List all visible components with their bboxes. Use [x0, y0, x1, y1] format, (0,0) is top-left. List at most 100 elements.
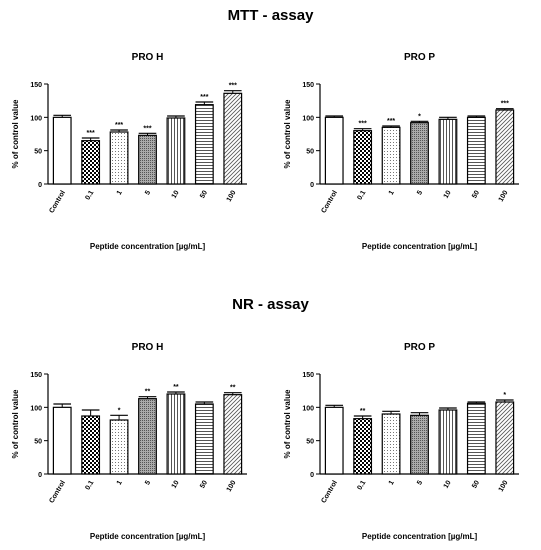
panel1-significance-mark: *** [501, 101, 509, 108]
panel2-y-axis-label: % of control value [11, 389, 20, 458]
panel0-x-tick-label: 10 [171, 189, 181, 199]
panel3-significance-mark: * [503, 392, 506, 399]
panel2-bar-Control [52, 406, 72, 475]
panel3-bar-1 [381, 413, 401, 475]
panel1-y-axis-label: % of control value [283, 99, 292, 168]
panel0-significance-mark: *** [143, 125, 151, 132]
panel0-bar-1 [109, 131, 129, 185]
panel1-x-tick-label: 1 [388, 189, 396, 196]
panel0-y-axis-label: % of control value [11, 99, 20, 168]
panel1-bar-50 [466, 116, 486, 185]
panel0-x-tick-label: 50 [199, 189, 209, 199]
panel0-bar-10 [166, 117, 186, 185]
panel1-x-tick-label: 0.1 [356, 189, 367, 201]
panel2-x-tick-label: 1 [116, 479, 124, 486]
panel1-x-axis-label: Peptide concentration [µg/mL] [362, 242, 478, 251]
panel1-y-tick-label: 50 [306, 149, 314, 156]
panel0-y-tick-label: 50 [34, 149, 42, 156]
panel0-y-tick-label: 100 [30, 115, 42, 122]
panel2-bar-5 [138, 398, 157, 475]
panel0-significance-mark: *** [115, 122, 123, 129]
panel2-significance-mark: * [118, 407, 121, 414]
panel2-bar-100 [223, 394, 243, 475]
panel0-x-tick-label: Control [48, 189, 67, 214]
nr-assay-title: NR - assay [232, 296, 309, 313]
panel2-x-tick-label: Control [48, 479, 67, 504]
panel3-title: PRO P [404, 342, 435, 353]
panel0-x-tick-label: 1 [116, 189, 124, 196]
panel1-x-tick-label: 5 [416, 189, 424, 196]
panel1-bar-10 [438, 118, 458, 185]
panel1-x-tick-label: 10 [443, 189, 453, 199]
panel3-bar-50 [466, 402, 486, 475]
panel0-title: PRO H [132, 52, 164, 63]
panel3-x-tick-label: 5 [416, 479, 424, 486]
panel0-x-tick-label: 5 [144, 189, 152, 196]
panel0-x-tick-label: 0.1 [84, 189, 95, 201]
panel0-x-tick-label: 100 [226, 189, 238, 203]
panel2-x-tick-label: 50 [199, 479, 209, 489]
panel3-y-tick-label: 100 [302, 405, 314, 412]
panel3-x-axis-label: Peptide concentration [µg/mL] [362, 532, 478, 541]
panel2-x-tick-label: 0.1 [84, 479, 95, 491]
panel1-significance-mark: *** [387, 118, 395, 125]
panel2-y-tick-label: 50 [34, 439, 42, 446]
panel2-title: PRO H [132, 342, 164, 353]
panel1-x-tick-label: Control [320, 189, 339, 214]
panel2-significance-mark: ** [173, 384, 179, 391]
panel2-bar-50 [194, 403, 214, 475]
panel3-x-tick-label: 100 [498, 479, 510, 493]
panel0-bar-5 [138, 134, 157, 185]
panel1-bar-5 [410, 122, 429, 185]
mtt-assay-title: MTT - assay [227, 7, 314, 24]
panel3-y-tick-label: 150 [302, 372, 314, 379]
panel3-y-axis-label: % of control value [283, 389, 292, 458]
panel0-y-tick-label: 0 [38, 182, 42, 189]
chart-nr-pro-p: PRO P% of control value050100150Control*… [283, 342, 519, 541]
panel1-bar-1 [381, 126, 401, 185]
panel3-y-tick-label: 0 [310, 472, 314, 479]
panel2-x-tick-label: 100 [226, 479, 238, 493]
panel1-title: PRO P [404, 52, 435, 63]
panel0-bar-100 [223, 92, 243, 185]
panel0-bar-50 [194, 104, 214, 185]
panel1-significance-mark: * [418, 113, 421, 120]
panel1-x-tick-label: 50 [471, 189, 481, 199]
panel1-x-tick-label: 100 [498, 189, 510, 203]
panel1-y-tick-label: 150 [302, 82, 314, 89]
panel2-x-tick-label: 5 [144, 479, 152, 486]
panel2-y-tick-label: 0 [38, 472, 42, 479]
panel1-bar-Control [324, 116, 344, 185]
panel2-y-tick-label: 100 [30, 405, 42, 412]
panel2-significance-mark: ** [145, 389, 151, 396]
panel2-bar-0_1 [81, 415, 101, 475]
panel2-y-tick-label: 150 [30, 372, 42, 379]
panel3-bar-0_1 [353, 418, 373, 475]
chart-mtt-pro-p: PRO P% of control value050100150Control*… [283, 52, 519, 251]
panel3-x-tick-label: 10 [443, 479, 453, 489]
panel0-bar-0_1 [81, 140, 101, 185]
panel3-x-tick-label: 1 [388, 479, 396, 486]
panel0-bar-Control [52, 116, 72, 185]
panel1-bar-100 [495, 109, 515, 185]
panel3-x-tick-label: 50 [471, 479, 481, 489]
panel1-y-tick-label: 100 [302, 115, 314, 122]
panel2-significance-mark: ** [230, 385, 236, 392]
panel0-x-axis-label: Peptide concentration [µg/mL] [90, 242, 206, 251]
panel3-y-tick-label: 50 [306, 439, 314, 446]
panel0-significance-mark: *** [87, 130, 95, 137]
panel3-bar-5 [410, 414, 429, 475]
panel3-x-tick-label: 0.1 [356, 479, 367, 491]
panel0-y-tick-label: 150 [30, 82, 42, 89]
panel0-significance-mark: *** [200, 94, 208, 101]
panel2-bar-1 [109, 419, 129, 475]
panel2-x-tick-label: 10 [171, 479, 181, 489]
panel3-x-tick-label: Control [320, 479, 339, 504]
panel3-bar-Control [324, 406, 344, 475]
panel3-bar-10 [438, 409, 458, 475]
panel0-significance-mark: *** [229, 83, 237, 90]
chart-mtt-pro-h: PRO H% of control value050100150Control*… [11, 52, 247, 251]
panel1-bar-0_1 [353, 130, 373, 185]
panel1-significance-mark: *** [359, 121, 367, 128]
